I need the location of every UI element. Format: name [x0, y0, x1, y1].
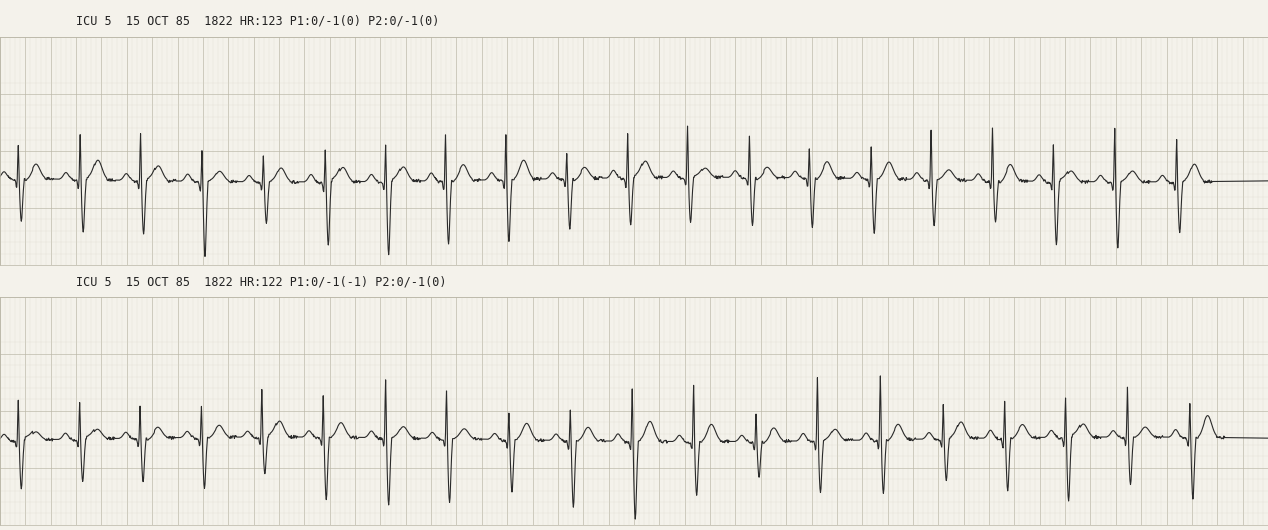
Text: ICU 5  15 OCT 85  1822 HR:122 P1:0/-1(-1) P2:0/-1(0): ICU 5 15 OCT 85 1822 HR:122 P1:0/-1(-1) …	[76, 276, 446, 289]
Text: ICU 5  15 OCT 85  1822 HR:123 P1:0/-1(0) P2:0/-1(0): ICU 5 15 OCT 85 1822 HR:123 P1:0/-1(0) P…	[76, 14, 440, 27]
